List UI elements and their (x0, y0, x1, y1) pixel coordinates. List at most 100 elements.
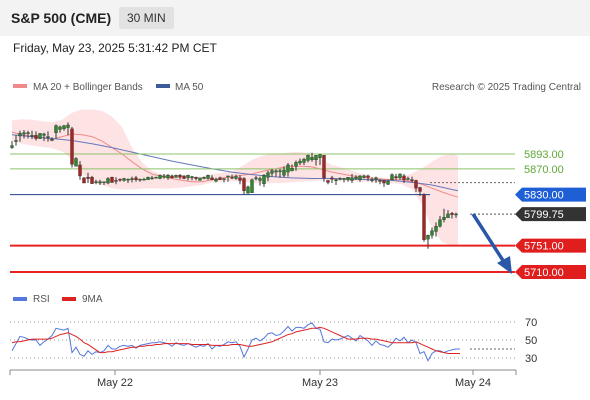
candle-body (386, 180, 390, 185)
candle (182, 175, 186, 180)
legend-swatch-ma20 (13, 84, 27, 88)
candle (386, 179, 390, 185)
candle (82, 177, 86, 184)
candle-body (238, 177, 242, 181)
candle-body (118, 178, 122, 181)
candle (18, 130, 22, 142)
candle-body (426, 235, 430, 240)
candle-body (186, 175, 190, 179)
candle (106, 177, 110, 185)
candle-body (350, 177, 354, 181)
candle-body (362, 175, 366, 178)
candle (370, 177, 374, 183)
candle (202, 176, 206, 180)
legend-swatch-rsi (13, 297, 27, 301)
candle (450, 212, 454, 219)
candle (230, 174, 234, 180)
candle-body (306, 155, 310, 161)
legend-label-rsi: RSI (33, 294, 50, 305)
candle (418, 186, 422, 196)
current-price-label: 5799.75 (524, 209, 564, 221)
candle-body (110, 177, 114, 183)
candle (142, 177, 146, 181)
candle (358, 175, 362, 182)
candle-body (334, 179, 338, 181)
candle-body (230, 177, 234, 179)
candle-body (382, 180, 386, 184)
candle (326, 180, 330, 185)
candle (362, 174, 366, 179)
candle (350, 173, 354, 184)
candle-body (294, 162, 298, 167)
candle-body (146, 177, 150, 180)
ma50-line (11, 134, 459, 192)
candle (118, 178, 122, 182)
forecast-arrow-shaft (471, 213, 506, 263)
candle-body (166, 175, 170, 179)
candle-body (66, 124, 70, 128)
candle (330, 175, 334, 184)
candle (250, 178, 254, 193)
candle-body (302, 158, 306, 163)
candle-body (246, 186, 250, 194)
candle-body (406, 178, 410, 180)
candle-body (258, 178, 262, 181)
candle (10, 141, 14, 149)
candle-body (222, 178, 226, 180)
candle-body (142, 178, 146, 181)
candle (286, 163, 290, 177)
candle (382, 180, 386, 187)
resistance-label: 5893.00 (524, 149, 564, 161)
candle (98, 179, 102, 185)
candle-body (26, 132, 30, 134)
candle (246, 185, 250, 194)
candle-body (210, 177, 214, 180)
candle-body (106, 178, 110, 184)
x-tick-label: May 22 (97, 377, 133, 389)
candle (318, 154, 322, 165)
candle-body (126, 178, 130, 181)
candle-body (370, 179, 374, 181)
candle-body (290, 167, 294, 171)
candle (446, 210, 450, 219)
candle (294, 160, 298, 171)
candle (74, 157, 78, 167)
candle-body (326, 180, 330, 183)
candle (278, 168, 282, 178)
candle-body (262, 175, 266, 184)
legend-label-ma20: MA 20 + Bollinger Bands (33, 82, 143, 93)
rsi-line (11, 322, 460, 362)
pivot-label-box (515, 187, 586, 202)
candle (206, 174, 210, 180)
candle (42, 132, 46, 142)
candle-body (202, 177, 206, 179)
candle-body (274, 170, 278, 173)
candle-body (318, 154, 322, 159)
candle-body (270, 170, 274, 174)
candle-body (138, 178, 142, 181)
timeframe-button[interactable]: 30 MIN (119, 7, 174, 29)
candle-body (418, 187, 422, 192)
candle-body (134, 177, 138, 180)
candle-body (38, 133, 42, 139)
candle (26, 130, 30, 139)
candle-body (174, 175, 178, 178)
candle-body (286, 164, 290, 173)
candle (242, 177, 246, 195)
candle (154, 176, 158, 179)
candle (190, 175, 194, 181)
candle-body (10, 145, 14, 148)
candle-body (34, 135, 38, 139)
candle (354, 175, 358, 180)
candle (410, 176, 414, 183)
candle-body (58, 126, 62, 130)
candle-body (366, 175, 370, 178)
candle-body (430, 230, 434, 236)
candle-body (234, 176, 238, 179)
candle-body (354, 177, 358, 179)
candle (14, 135, 18, 146)
candle (454, 212, 458, 218)
candle-body (130, 178, 134, 180)
candle (258, 176, 262, 186)
candle (198, 177, 202, 181)
